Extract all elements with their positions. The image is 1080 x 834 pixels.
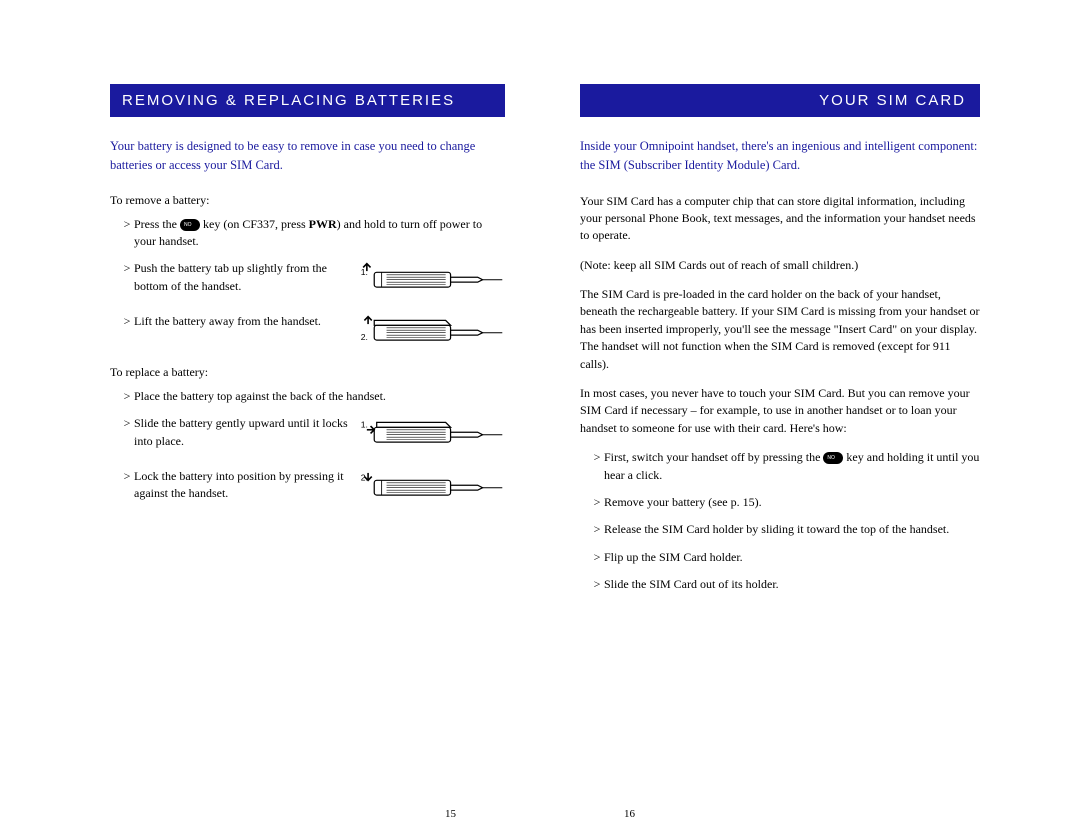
- step-text: Slide the battery gently upward until it…: [134, 415, 351, 450]
- list-item: > Slide the SIM Card out of its holder.: [580, 576, 980, 593]
- step-text: Lift the battery away from the handset.: [134, 313, 351, 330]
- step-text: First, switch your handset off by pressi…: [604, 449, 980, 484]
- bullet-marker: >: [580, 494, 604, 511]
- page-left: REMOVING & REPLACING BATTERIES Your batt…: [0, 0, 540, 834]
- list-item: > Lock the battery into position by pres…: [110, 468, 505, 510]
- handset-diagram-2: 2.: [351, 313, 505, 355]
- intro-right: Inside your Omnipoint handset, there's a…: [580, 137, 980, 175]
- step-text: Push the battery tab up slightly from th…: [134, 260, 351, 295]
- list-item: > Press the key (on CF337, press PWR) an…: [110, 216, 505, 251]
- bullet-marker: >: [580, 449, 604, 466]
- list-item: > Slide the battery gently upward until …: [110, 415, 505, 457]
- list-item: > Lift the battery away from the handset…: [110, 313, 505, 355]
- handset-diagram-1: 1.: [351, 260, 505, 302]
- bullet-marker: >: [110, 415, 134, 432]
- remove-label: To remove a battery:: [110, 193, 505, 208]
- list-item: > Remove your battery (see p. 15).: [580, 494, 980, 511]
- sim-steps: > First, switch your handset off by pres…: [580, 449, 980, 593]
- list-item: > Push the battery tab up slightly from …: [110, 260, 505, 302]
- header-left: REMOVING & REPLACING BATTERIES: [110, 84, 505, 117]
- bullet-marker: >: [110, 468, 134, 485]
- bullet-marker: >: [580, 576, 604, 593]
- bullet-marker: >: [580, 521, 604, 538]
- bullet-marker: >: [110, 216, 134, 233]
- replace-label: To replace a battery:: [110, 365, 505, 380]
- step-text: Lock the battery into position by pressi…: [134, 468, 351, 503]
- page-right: YOUR SIM CARD Inside your Omnipoint hand…: [540, 0, 1080, 834]
- svg-text:2.: 2.: [361, 332, 368, 342]
- handset-diagram-3: 1.: [351, 415, 505, 457]
- bullet-marker: >: [110, 260, 134, 277]
- intro-left: Your battery is designed to be easy to r…: [110, 137, 505, 175]
- step-text: Flip up the SIM Card holder.: [604, 549, 980, 566]
- paragraph: Your SIM Card has a computer chip that c…: [580, 193, 980, 245]
- paragraph: (Note: keep all SIM Cards out of reach o…: [580, 257, 980, 274]
- step-text: Press the key (on CF337, press PWR) and …: [134, 216, 505, 251]
- paragraph: The SIM Card is pre-loaded in the card h…: [580, 286, 980, 373]
- bullet-marker: >: [110, 313, 134, 330]
- step-text: Place the battery top against the back o…: [134, 388, 505, 405]
- handset-diagram-4: 2.: [351, 468, 505, 510]
- svg-text:1.: 1.: [361, 420, 368, 430]
- list-item: > Release the SIM Card holder by sliding…: [580, 521, 980, 538]
- step-text: Slide the SIM Card out of its holder.: [604, 576, 980, 593]
- list-item: > Place the battery top against the back…: [110, 388, 505, 405]
- replace-steps: > Place the battery top against the back…: [110, 388, 505, 510]
- step-text: Remove your battery (see p. 15).: [604, 494, 980, 511]
- bullet-marker: >: [110, 388, 134, 405]
- page-number-left: 15: [445, 808, 456, 820]
- no-key-icon: [823, 452, 843, 464]
- remove-steps: > Press the key (on CF337, press PWR) an…: [110, 216, 505, 355]
- no-key-icon: [180, 219, 200, 231]
- bullet-marker: >: [580, 549, 604, 566]
- list-item: > Flip up the SIM Card holder.: [580, 549, 980, 566]
- header-right: YOUR SIM CARD: [580, 84, 980, 117]
- list-item: > First, switch your handset off by pres…: [580, 449, 980, 484]
- page-number-right: 16: [624, 808, 635, 820]
- paragraph: In most cases, you never have to touch y…: [580, 385, 980, 437]
- step-text: Release the SIM Card holder by sliding i…: [604, 521, 980, 538]
